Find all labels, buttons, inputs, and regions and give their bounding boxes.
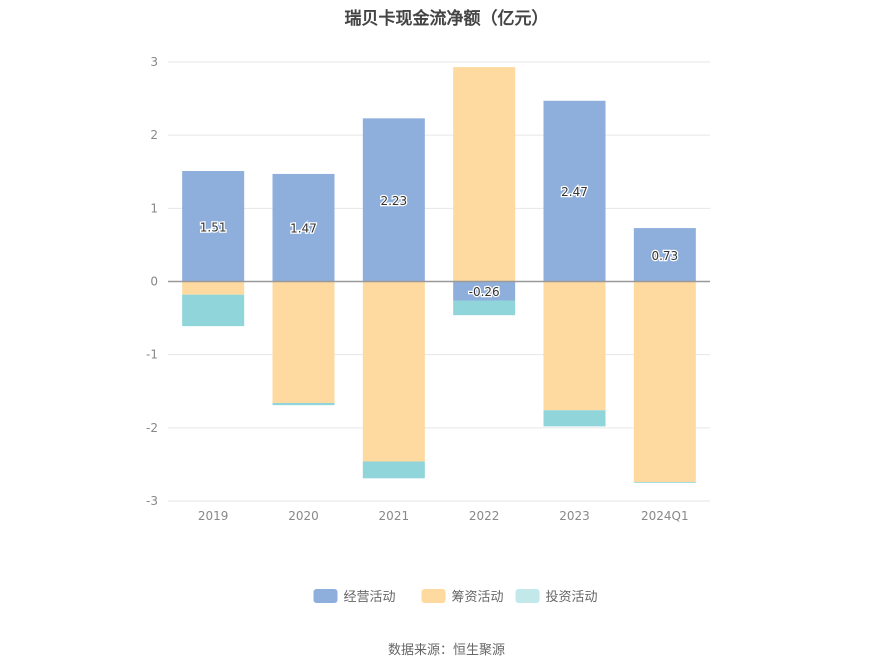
legend-item-筹资活动[interactable]: 筹资活动 — [421, 589, 504, 605]
data-label-2024Q1: 0.73 — [651, 249, 678, 263]
bar-经营活动-2022[interactable] — [453, 281, 516, 301]
bar-投资活动-2021[interactable] — [362, 461, 425, 479]
chart-title: 瑞贝卡现金流净额（亿元） — [344, 9, 549, 29]
y-tick-label: -3 — [146, 494, 158, 508]
bar-投资活动-2019[interactable] — [182, 294, 245, 327]
x-tick-label: 2021 — [379, 509, 410, 523]
y-tick-label: -1 — [146, 348, 158, 362]
bar-筹资活动-2020[interactable] — [272, 281, 335, 403]
bar-投资活动-2020[interactable] — [272, 402, 335, 406]
bar-经营活动-2023[interactable] — [543, 100, 606, 282]
legend-item-投资活动[interactable]: 投资活动 — [515, 589, 598, 605]
data-label-2021: 2.23 — [380, 194, 407, 208]
y-tick-label: 3 — [150, 55, 158, 69]
x-tick-label: 2024Q1 — [641, 509, 689, 523]
source-note: 数据来源：恒生聚源 — [387, 643, 505, 658]
x-tick-label: 2022 — [469, 509, 500, 523]
data-label-2019: 1.51 — [200, 220, 227, 234]
bar-经营活动-2024Q1[interactable] — [633, 228, 696, 282]
grid-layer — [168, 61, 710, 502]
bar-投资活动-2023[interactable] — [543, 410, 606, 427]
y-tick-label: 2 — [150, 128, 158, 142]
bar-投资活动-2024Q1[interactable] — [633, 481, 696, 483]
bars-layer — [182, 67, 696, 483]
data-label-2023: 2.47 — [561, 185, 588, 199]
legend[interactable]: 经营活动 筹资活动 投资活动 — [313, 589, 598, 605]
y-tick-label: -2 — [146, 421, 158, 435]
x-tick-label: 2020 — [288, 509, 319, 523]
data-label-2020: 1.47 — [290, 222, 317, 236]
legend-item-经营活动[interactable]: 经营活动 — [313, 589, 396, 605]
bar-投资活动-2022[interactable] — [453, 300, 516, 316]
bar-筹资活动-2021[interactable] — [362, 281, 425, 462]
legend-label: 投资活动 — [546, 589, 598, 605]
legend-swatch — [515, 589, 540, 603]
bar-经营活动-2020[interactable] — [272, 173, 335, 282]
labels-layer: 1.51 1.47 2.23 -0.26 2.47 0.73 — [199, 184, 680, 300]
data-label-2022: -0.26 — [469, 285, 500, 299]
legend-swatch — [313, 589, 338, 603]
axis-layer: 3 2 1 0 -1 -2 -3 2019 2020 2021 2022 2023 2024Q1 — [146, 55, 710, 523]
bar-筹资活动-2022[interactable] — [453, 67, 516, 282]
legend-label: 经营活动 — [344, 590, 396, 605]
y-tick-label: 0 — [150, 275, 158, 289]
bar-经营活动-2021[interactable] — [362, 118, 425, 282]
x-tick-label: 2023 — [559, 509, 590, 523]
bar-筹资活动-2024Q1[interactable] — [633, 281, 696, 482]
legend-swatch — [421, 589, 446, 603]
bar-筹资活动-2019[interactable] — [182, 281, 245, 295]
y-tick-label: 1 — [150, 201, 158, 215]
legend-label: 筹资活动 — [452, 589, 504, 605]
x-tick-label: 2019 — [198, 509, 229, 523]
bar-经营活动-2019[interactable] — [182, 171, 245, 282]
bar-筹资活动-2023[interactable] — [543, 281, 606, 411]
